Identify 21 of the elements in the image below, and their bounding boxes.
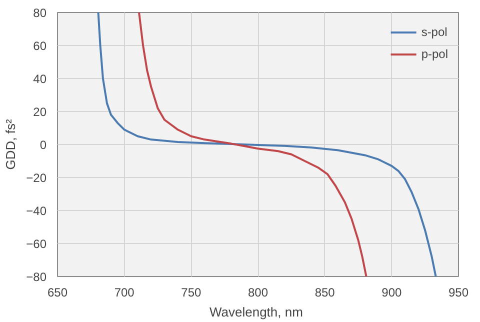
- x-tick-label: 950: [448, 286, 469, 300]
- legend-label: s-pol: [421, 25, 448, 39]
- y-tick-label: −80: [26, 270, 47, 284]
- x-tick-label: 850: [314, 286, 336, 300]
- y-tick-label: −60: [26, 237, 47, 251]
- x-axis-title: Wavelength, nm: [209, 304, 303, 320]
- x-tick-label: 800: [248, 286, 268, 300]
- y-tick-label: 20: [33, 105, 47, 119]
- y-tick-label: −20: [26, 171, 47, 185]
- y-tick-label: 80: [33, 6, 47, 20]
- y-axis-title: GDD, fs²: [3, 118, 18, 170]
- y-tick-label: 60: [33, 39, 47, 53]
- x-tick-label: 750: [181, 286, 202, 300]
- line-series: [138, 12, 368, 276]
- x-tick-label: 650: [47, 286, 68, 300]
- y-tick-label: −40: [26, 204, 47, 218]
- x-tick-label: 900: [382, 286, 402, 300]
- legend-label: p-pol: [421, 47, 448, 61]
- y-tick-label: 0: [40, 138, 47, 152]
- x-tick-label: 700: [114, 286, 135, 300]
- y-tick-label: 40: [33, 72, 47, 86]
